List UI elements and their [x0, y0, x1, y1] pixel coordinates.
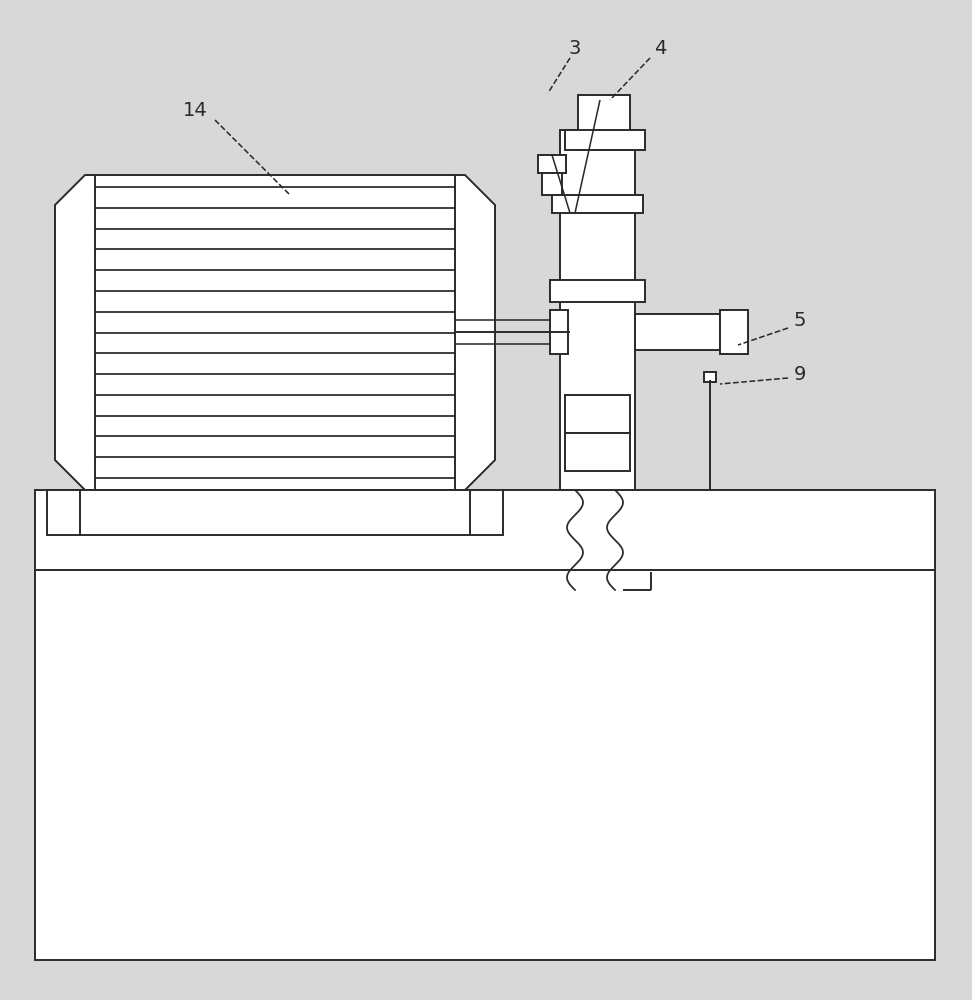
Bar [560, 130, 635, 490]
Bar [47, 490, 503, 535]
Bar [552, 195, 643, 213]
Text: 14: 14 [183, 101, 207, 119]
Bar [550, 310, 568, 354]
Bar [538, 155, 566, 173]
Text: 5: 5 [794, 310, 806, 330]
Text: 9: 9 [794, 365, 806, 384]
Bar [578, 95, 630, 150]
Polygon shape [55, 175, 495, 490]
Text: 4: 4 [654, 38, 666, 57]
Bar [720, 310, 748, 354]
Bar [565, 130, 645, 150]
Bar [565, 395, 630, 433]
Bar [542, 173, 562, 195]
Bar [35, 490, 935, 570]
Bar [635, 314, 720, 350]
Text: 3: 3 [569, 38, 581, 57]
Bar [550, 280, 645, 302]
Bar [565, 433, 630, 471]
Bar [704, 372, 716, 382]
Bar [35, 570, 935, 960]
